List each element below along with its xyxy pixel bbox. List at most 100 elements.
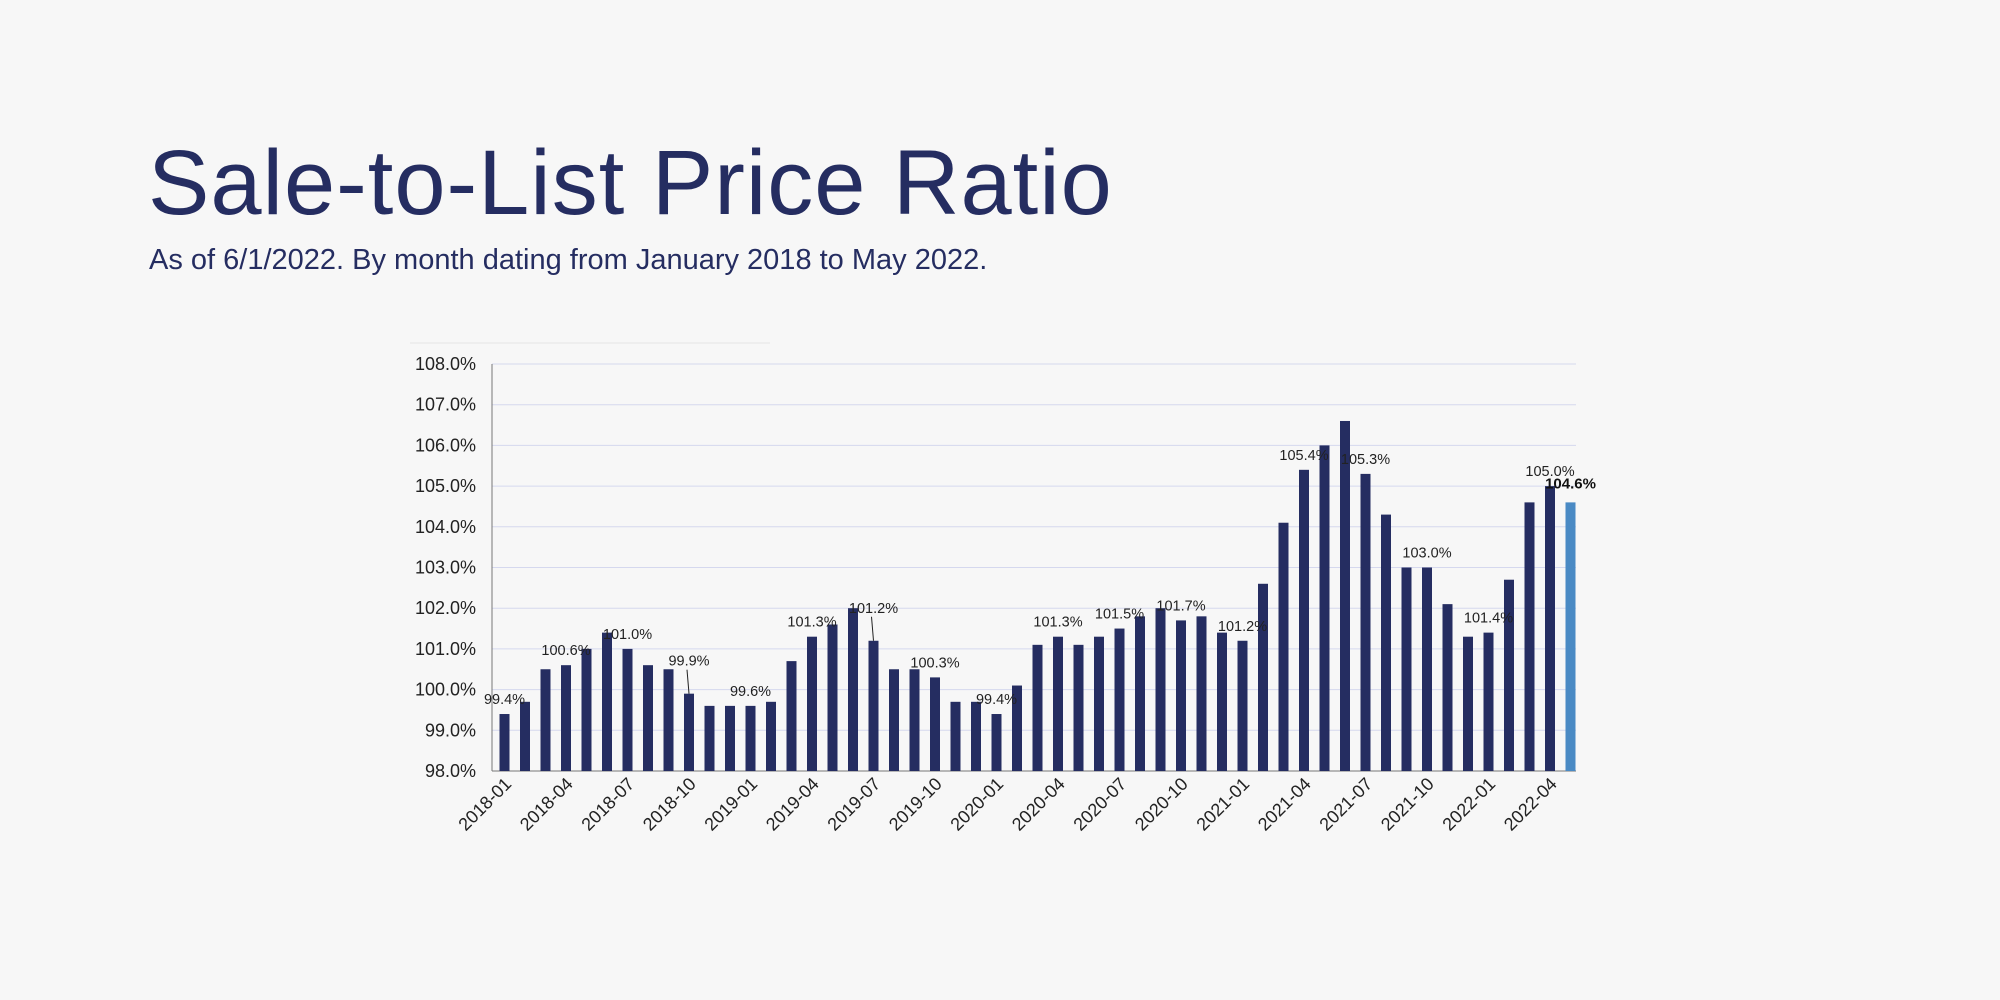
y-tick-label: 101.0% xyxy=(415,639,476,659)
data-label-leader xyxy=(871,616,874,641)
data-label: 99.9% xyxy=(668,654,709,670)
data-label: 101.4% xyxy=(1464,611,1513,627)
data-label: 101.0% xyxy=(603,627,652,643)
x-tick-label: 2021-04 xyxy=(1254,774,1315,835)
page-subtitle: As of 6/1/2022. By month dating from Jan… xyxy=(149,244,988,276)
x-tick-label: 2018-04 xyxy=(516,774,577,835)
bar-2019-11 xyxy=(950,701,961,771)
bar-2019-06 xyxy=(848,608,858,771)
page-title: Sale-to-List Price Ratio xyxy=(148,132,1113,234)
y-tick-label: 103.0% xyxy=(415,558,476,578)
y-tick-label: 108.0% xyxy=(415,354,476,374)
bar-2020-12 xyxy=(1217,632,1227,771)
bar-2021-05 xyxy=(1319,445,1330,771)
bar-2019-01 xyxy=(745,705,756,771)
data-label: 100.6% xyxy=(541,643,590,659)
chart-bars xyxy=(499,420,1576,771)
data-label: 101.7% xyxy=(1156,598,1205,614)
bar-2020-10 xyxy=(1176,620,1186,771)
bar-2022-01 xyxy=(1483,632,1494,771)
bar-2021-12 xyxy=(1463,636,1473,771)
bar-2021-11 xyxy=(1442,604,1453,771)
y-tick-label: 98.0% xyxy=(425,761,476,781)
bar-2019-03 xyxy=(786,661,797,771)
y-tick-label: 102.0% xyxy=(415,598,476,618)
bar-2018-09 xyxy=(663,669,674,771)
bar-2018-04 xyxy=(561,665,571,771)
x-tick-label: 2020-10 xyxy=(1131,774,1192,835)
y-tick-label: 105.0% xyxy=(415,476,476,496)
bar-2018-02 xyxy=(520,701,530,771)
bar-2022-02 xyxy=(1504,579,1514,771)
bar-2018-03 xyxy=(540,669,551,771)
bar-2020-03 xyxy=(1032,644,1043,771)
data-label: 103.0% xyxy=(1402,546,1451,562)
bar-2019-12 xyxy=(971,701,981,771)
bar-2018-08 xyxy=(643,665,653,771)
bar-2021-04 xyxy=(1299,469,1309,771)
x-tick-label: 2022-01 xyxy=(1438,774,1499,835)
bar-2020-07 xyxy=(1114,628,1125,771)
data-label: 101.2% xyxy=(849,601,898,617)
x-tick-label: 2018-10 xyxy=(639,774,700,835)
bar-2021-06 xyxy=(1340,420,1350,771)
bar-2019-08 xyxy=(889,669,899,771)
y-tick-label: 106.0% xyxy=(415,435,476,455)
x-tick-label: 2022-04 xyxy=(1500,774,1561,835)
bar-2018-05 xyxy=(581,648,592,771)
bar-2019-09 xyxy=(909,669,920,771)
data-label: 101.5% xyxy=(1095,607,1144,623)
bar-2020-02 xyxy=(1012,685,1022,771)
bar-2018-10 xyxy=(684,693,694,771)
bar-2020-11 xyxy=(1196,616,1207,771)
data-label-leader xyxy=(686,669,690,694)
data-label: 99.6% xyxy=(730,684,771,700)
bar-2019-07 xyxy=(868,640,879,771)
bar-2020-06 xyxy=(1094,636,1104,771)
bar-2019-04 xyxy=(807,636,817,771)
x-tick-label: 2019-10 xyxy=(885,774,946,835)
x-tick-label: 2020-07 xyxy=(1069,774,1130,835)
x-tick-label: 2019-07 xyxy=(823,774,884,835)
bar-2018-07 xyxy=(622,648,633,771)
bar-2019-05 xyxy=(827,624,838,771)
data-labels: 99.4% 100.6% 101.0% 99.9% 99.6% 101.3% 101.2% 1… xyxy=(484,448,1596,708)
x-tick-label: 2020-01 xyxy=(946,774,1007,835)
bar-2018-12 xyxy=(725,705,735,771)
x-tick-label: 2019-01 xyxy=(700,774,761,835)
bar-2019-10 xyxy=(930,677,940,771)
bar-2021-01 xyxy=(1237,640,1248,771)
bar-2021-10 xyxy=(1422,567,1432,771)
bar-2018-01 xyxy=(499,714,510,771)
x-axis-tick-labels: 2018-01 2018-04 2018-07 2018-10 2019-01 2019-… xyxy=(454,774,1560,835)
x-tick-label: 2021-01 xyxy=(1192,774,1253,835)
bar-2022-05 xyxy=(1565,502,1576,771)
data-label: 105.0% xyxy=(1525,464,1574,480)
x-tick-label: 2019-04 xyxy=(762,774,823,835)
bar-2018-06 xyxy=(602,632,612,771)
bar-2021-03 xyxy=(1278,522,1289,771)
bar-2021-08 xyxy=(1381,514,1391,771)
bar-2020-08 xyxy=(1135,616,1145,771)
bar-2020-05 xyxy=(1073,644,1084,771)
bar-2022-04 xyxy=(1545,486,1555,771)
bar-2022-03 xyxy=(1524,502,1535,771)
data-label: 101.3% xyxy=(1033,615,1082,631)
bar-2018-11 xyxy=(704,705,715,771)
y-tick-label: 100.0% xyxy=(415,680,476,700)
y-tick-label: 99.0% xyxy=(425,720,476,740)
bar-2020-09 xyxy=(1155,608,1166,771)
x-tick-label: 2018-01 xyxy=(454,774,515,835)
y-axis-tick-labels: 98.0% 99.0% 100.0% 101.0% 102.0% 103.0% 104.0%… xyxy=(415,354,476,781)
x-tick-label: 2021-07 xyxy=(1315,774,1376,835)
x-tick-label: 2020-04 xyxy=(1008,774,1069,835)
bar-2021-07 xyxy=(1360,473,1371,771)
x-tick-label: 2018-07 xyxy=(577,774,638,835)
bar-2020-01 xyxy=(991,714,1002,771)
y-tick-label: 107.0% xyxy=(415,395,476,415)
bar-2021-09 xyxy=(1401,567,1412,771)
bar-2020-04 xyxy=(1053,636,1063,771)
data-label: 101.2% xyxy=(1218,619,1267,635)
bar-2021-02 xyxy=(1258,583,1268,771)
data-label: 105.3% xyxy=(1341,452,1390,468)
